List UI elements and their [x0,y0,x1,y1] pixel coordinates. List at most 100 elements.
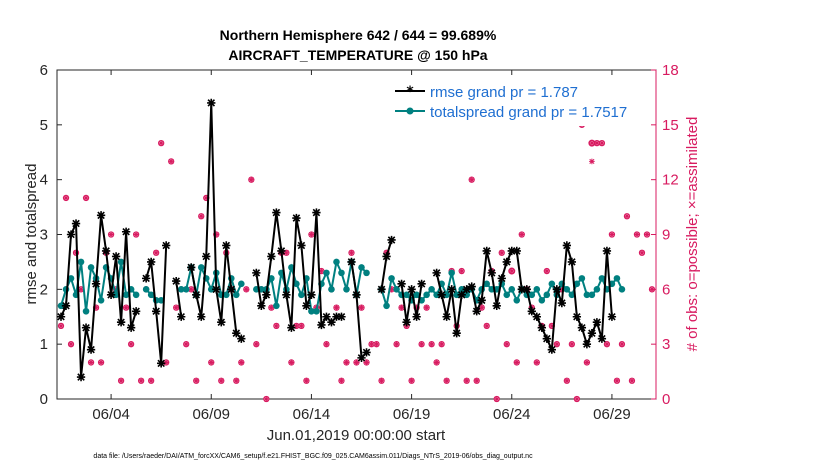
obs-assimilated-marker [263,396,270,402]
obs-point [533,359,540,366]
rmse-point [412,312,421,321]
totalspread-point [433,291,440,299]
rmse-point [532,312,541,321]
obs-assimilated-marker [353,359,360,366]
totalspread-point [142,286,150,293]
totalspread-point [323,269,330,277]
obs-assimilated-marker [63,195,69,201]
rmse-point [66,230,76,239]
rmse-point [487,268,496,278]
rmse-point [402,318,411,327]
rmse-point [492,301,501,310]
obs-assimilated-marker [173,304,179,311]
rmse-point [397,279,406,289]
rmse-point [477,296,486,305]
rmse-point [562,241,572,250]
chart-title-line2: AIRCRAFT_TEMPERATURE @ 150 hPa [228,47,487,63]
obs-point [358,304,365,311]
rmse-point [217,318,226,327]
rmse-point [297,241,306,250]
rmse-point [81,323,91,332]
totalspread-point [448,269,455,277]
y-axis-label-right: # of obs: o=possible; ×=assimilated [684,117,701,352]
obs-assimilated-marker [368,341,375,347]
y-tick-label-right: 3 [662,336,670,353]
obs-point [443,377,450,384]
rmse-point [517,285,526,294]
rmse-point [557,298,567,308]
rmse-point [507,246,516,256]
totalspread-point [428,286,435,293]
rmse-series [56,98,617,382]
y-tick-label-right: 9 [662,227,670,244]
rmse-point [106,290,116,299]
obs-point [348,249,355,256]
y-axis-label-left: rmse and totalspread [23,164,40,305]
rmse-point [86,345,96,354]
obs-assimilated-marker [118,377,124,384]
totalspread-point [57,302,65,310]
obs-point [193,377,200,384]
x-axis-label: Jun.01,2019 00:00:00 start [267,427,446,444]
obs-assimilated-marker [438,341,445,347]
rmse-point [101,246,111,256]
obs-assimilated-marker [508,268,515,274]
obs-point [298,322,305,330]
totalspread-point [363,269,370,277]
obs-assimilated-marker [649,286,655,293]
obs-assimilated-marker [388,286,395,293]
rmse-point [232,329,241,338]
obs-assimilated-marker [629,377,635,384]
rmse-point [327,318,336,327]
rmse-point [131,307,141,316]
obs-point [57,322,65,330]
rmse-point [91,279,101,289]
rmse-point [522,285,531,294]
obs-assimilated-marker [348,249,355,256]
rmse-point [277,246,286,256]
totalspread-point [413,291,420,299]
rmse-point [187,263,196,272]
rmse-point [172,276,181,286]
obs-point [208,359,215,366]
obs-point [618,341,626,348]
obs-point [373,341,380,348]
obs-assimilated-marker [513,359,520,366]
obs-point [463,377,470,384]
obs-point [473,377,480,384]
obs-assimilated-marker [338,377,345,384]
obs-point [553,341,560,348]
obs-assimilated-marker [433,359,440,366]
obs-assimilated-marker [213,231,220,238]
obs-point [603,341,611,348]
obs-point [583,359,591,366]
rmse-point [312,208,321,217]
rmse-point [432,268,441,278]
legend-box [388,78,650,126]
obs-point [183,341,190,348]
rmse-point [542,334,551,343]
obs-assimilated-marker [253,341,260,347]
obs-point [503,341,510,348]
obs-point [363,359,370,366]
obs-point [393,341,400,348]
rmse-point [497,274,506,283]
rmse-point [257,301,266,310]
totalspread-point [453,291,460,299]
obs-point [173,304,180,311]
obs-point [127,341,135,348]
obs-point [323,341,330,348]
rmse-point [252,268,261,278]
obs-assimilated-marker [398,304,405,311]
obs-point [288,359,295,366]
obs-point [273,322,280,330]
rmse-point [272,208,281,217]
totalspread-point [508,286,516,293]
obs-assimilated-marker [308,231,315,238]
totalspread-point [238,280,245,288]
obs-assimilated-marker [298,323,305,329]
rmse-point [177,312,186,321]
obs-assimilated-marker [68,341,74,347]
totalspread-point [583,291,591,299]
obs-assimilated-marker [198,213,205,220]
